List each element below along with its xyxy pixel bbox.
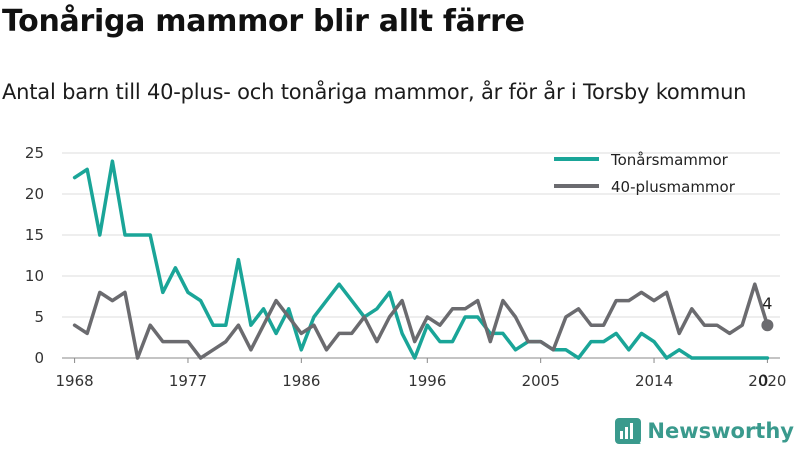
series-lines — [72, 159, 770, 360]
series-line — [72, 159, 770, 360]
chart-title: Tonåriga mammor blir allt färre — [2, 4, 525, 39]
axis-labels: 0 5 10 15 20 25 1968 1977 1986 1996 2005 2014 2020 — [25, 144, 787, 390]
end-labels: 40 — [758, 294, 774, 390]
x-tick-label: 2005 — [522, 372, 560, 390]
x-tick-label: 1968 — [56, 372, 94, 390]
x-tick-label: 1986 — [282, 372, 320, 390]
end-value-label: 0 — [758, 371, 768, 390]
y-tick-label: 20 — [25, 185, 44, 203]
newsworthy-logo-icon — [615, 418, 642, 444]
x-tick-label: 2020 — [748, 372, 786, 390]
legend-label: Tonårsmammor — [610, 151, 729, 169]
x-tick-label: 1977 — [169, 372, 207, 390]
legend-label: 40-plusmammor — [611, 178, 736, 196]
y-tick-label: 25 — [25, 144, 44, 162]
end-value-label: 4 — [762, 294, 772, 313]
brand-name: Newsworthy — [647, 419, 794, 443]
y-tick-label: 10 — [25, 267, 44, 285]
y-tick-label: 15 — [25, 226, 44, 244]
y-tick-label: 0 — [34, 349, 44, 367]
end-point-marker — [761, 319, 774, 332]
chart-subtitle: Antal barn till 40-plus- och tonåriga ma… — [2, 80, 747, 104]
legend: Tonårsmammor 40-plusmammor — [554, 151, 736, 196]
y-tick-label: 5 — [34, 308, 44, 326]
brand-logo: Newsworthy — [615, 418, 794, 444]
x-tick-label: 2014 — [635, 372, 673, 390]
series-line — [72, 282, 770, 360]
x-tick-label: 1996 — [408, 372, 446, 390]
